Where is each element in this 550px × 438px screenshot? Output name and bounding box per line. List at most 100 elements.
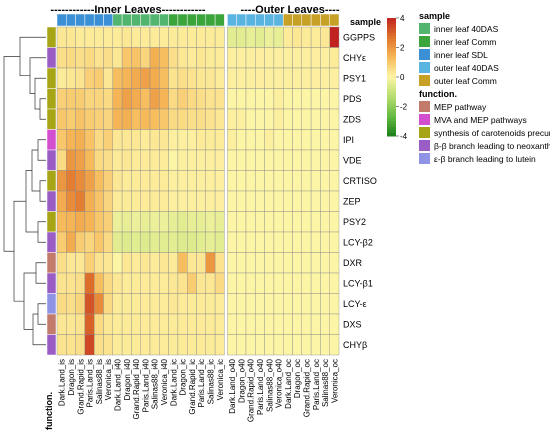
sample-label: Grand.Rapid_ic <box>188 359 197 415</box>
heatmap-cell <box>131 26 141 48</box>
heatmap-cell <box>159 231 169 253</box>
heatmap-cell <box>205 67 216 89</box>
heatmap-cell <box>245 170 256 192</box>
gene-label: LCY-β2 <box>343 237 373 247</box>
colorbar-segment <box>387 79 396 84</box>
sample-bar-cell <box>177 13 188 27</box>
colorbar-segment <box>387 100 396 105</box>
heatmap-cell <box>329 88 340 110</box>
heatmap-cell <box>112 88 123 110</box>
heatmap-cell <box>310 252 321 274</box>
heatmap-cell <box>75 108 86 130</box>
heatmap-cell <box>320 47 330 69</box>
heatmap-cell <box>205 334 216 356</box>
heatmap-cell <box>320 211 330 233</box>
function-bar-cell <box>46 170 57 192</box>
heatmap-cell <box>56 67 67 89</box>
heatmap-cell <box>273 108 284 130</box>
dendrogram-branch <box>31 149 40 192</box>
sample-bar-cell <box>56 13 67 27</box>
heatmap-cell <box>196 313 207 335</box>
heatmap-cell <box>196 149 207 171</box>
legend-label: synthesis of carotenoids precursor <box>434 128 550 138</box>
heatmap-cell <box>103 334 114 356</box>
heatmap-cell <box>273 272 284 294</box>
function-bar-cell <box>46 129 57 151</box>
group-label-inner-leaves: ------------Inner Leaves------------ <box>50 4 206 16</box>
heatmap-cell <box>310 108 321 130</box>
heatmap-cell <box>310 231 321 253</box>
heatmap-cell <box>84 231 95 253</box>
colorbar-segment <box>387 74 396 78</box>
sample-label: Paris.Land_i40 <box>141 358 150 412</box>
heatmap-cell <box>75 313 86 335</box>
heatmap-cell <box>140 26 151 48</box>
sample-bar-cell <box>93 13 104 27</box>
heatmap-cell <box>292 231 303 253</box>
sample-label: Grand.Rapid_i40 <box>132 358 141 419</box>
heatmap-cell <box>301 252 312 274</box>
legend-swatch <box>419 49 430 60</box>
heatmap-cell <box>140 47 151 69</box>
heatmap-cell <box>214 334 225 356</box>
heatmap-cell <box>168 313 179 335</box>
heatmap-cell <box>112 313 123 335</box>
heatmap-cell <box>227 149 237 171</box>
sample-label: Veronica_i40 <box>160 358 169 405</box>
color-scale-bar: 4 2 0 -2 -4 <box>387 14 408 141</box>
heatmap-cell <box>301 170 312 192</box>
heatmap-cell <box>214 231 225 253</box>
heatmap-cell <box>56 252 67 274</box>
sample-label: Veronica_o40 <box>275 358 284 407</box>
heatmap-cell <box>227 252 237 274</box>
heatmap-cell <box>214 129 225 151</box>
heatmap-cell <box>196 252 207 274</box>
dendrogram-branch <box>3 56 20 252</box>
heatmap-cell <box>159 334 169 356</box>
heatmap-cell <box>56 334 67 356</box>
gene-label: ZEP <box>343 196 361 206</box>
heatmap-cell <box>227 108 237 130</box>
legend-label: inner leaf SDL <box>434 50 488 60</box>
heatmap-cell <box>177 190 188 212</box>
heatmap-cell <box>301 129 312 151</box>
sample-label: Dark.Land_is <box>58 359 67 406</box>
heatmap-cell <box>329 211 340 233</box>
heatmap-cell <box>177 272 188 294</box>
heatmap-cell <box>283 334 293 356</box>
heatmap-cell <box>149 313 160 335</box>
heatmap-cell <box>292 272 303 294</box>
heatmap-cell <box>66 149 76 171</box>
heatmap-cell <box>56 272 67 294</box>
heatmap-cell <box>227 26 237 48</box>
heatmap-cell <box>149 170 160 192</box>
colorbar-segment <box>387 91 396 96</box>
heatmap-cell <box>121 26 132 48</box>
sample-label: Dark.Land_oc <box>284 359 293 409</box>
colorbar-segment <box>387 47 396 51</box>
heatmap-cell <box>255 129 265 151</box>
column-annotation-label: sample <box>350 17 381 27</box>
heatmap-cell <box>292 334 303 356</box>
heatmap-cell <box>310 293 321 315</box>
heatmap-cell <box>236 47 247 69</box>
function-bar-cell <box>46 88 57 110</box>
heatmap-cell <box>245 26 256 48</box>
heatmap-cell <box>93 149 104 171</box>
heatmap-cell <box>236 67 247 89</box>
heatmap-cell <box>121 170 132 192</box>
legend-swatch <box>419 140 430 151</box>
heatmap-cell <box>255 67 265 89</box>
heatmap-cell <box>196 88 207 110</box>
heatmap-cell <box>301 190 312 212</box>
heatmap-cell <box>301 272 312 294</box>
heatmap-cell <box>245 313 256 335</box>
heatmap-cell <box>214 149 225 171</box>
heatmap-cell <box>112 211 123 233</box>
heatmap-cell <box>149 272 160 294</box>
sample-label: Salinas88_ic <box>206 359 215 404</box>
dendrogram-branch <box>39 180 46 202</box>
heatmap-cell <box>56 293 67 315</box>
heatmap-cell <box>273 170 284 192</box>
